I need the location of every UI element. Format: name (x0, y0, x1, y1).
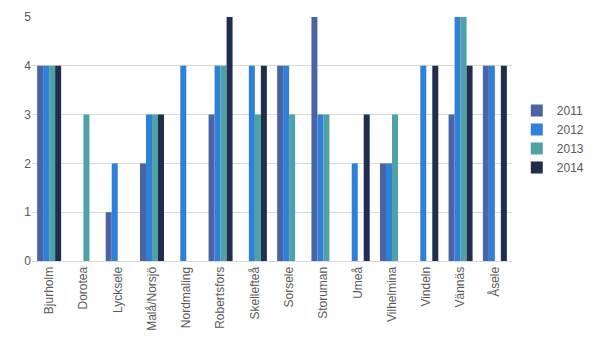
svg-text:Storuman: Storuman (316, 267, 330, 319)
svg-text:1: 1 (24, 205, 31, 219)
svg-text:Bjurholm: Bjurholm (42, 267, 56, 314)
svg-text:2: 2 (24, 157, 31, 171)
svg-text:Robertsfors: Robertsfors (213, 267, 227, 329)
svg-text:Skellefteå: Skellefteå (248, 266, 262, 319)
svg-text:Åsele: Åsele (487, 266, 502, 296)
svg-text:Vännäs: Vännäs (453, 267, 467, 308)
svg-text:2014: 2014 (557, 161, 584, 175)
svg-text:5: 5 (24, 10, 31, 24)
svg-text:2012: 2012 (557, 123, 584, 137)
svg-text:Lycksele: Lycksele (111, 266, 125, 313)
svg-text:4: 4 (24, 59, 31, 73)
svg-text:Malå/Norsjö: Malå/Norsjö (145, 266, 159, 330)
svg-text:Vindeln: Vindeln (419, 267, 433, 307)
svg-text:Nordmaling: Nordmaling (179, 267, 193, 328)
svg-text:Vilhelmina: Vilhelmina (385, 266, 399, 321)
svg-text:2011: 2011 (557, 104, 583, 118)
svg-text:2013: 2013 (557, 142, 584, 156)
svg-text:Sorsele: Sorsele (282, 266, 296, 307)
svg-text:0: 0 (24, 254, 31, 268)
svg-text:3: 3 (24, 108, 31, 122)
svg-text:Umeå: Umeå (351, 266, 365, 298)
svg-text:Dorotea: Dorotea (76, 266, 90, 309)
